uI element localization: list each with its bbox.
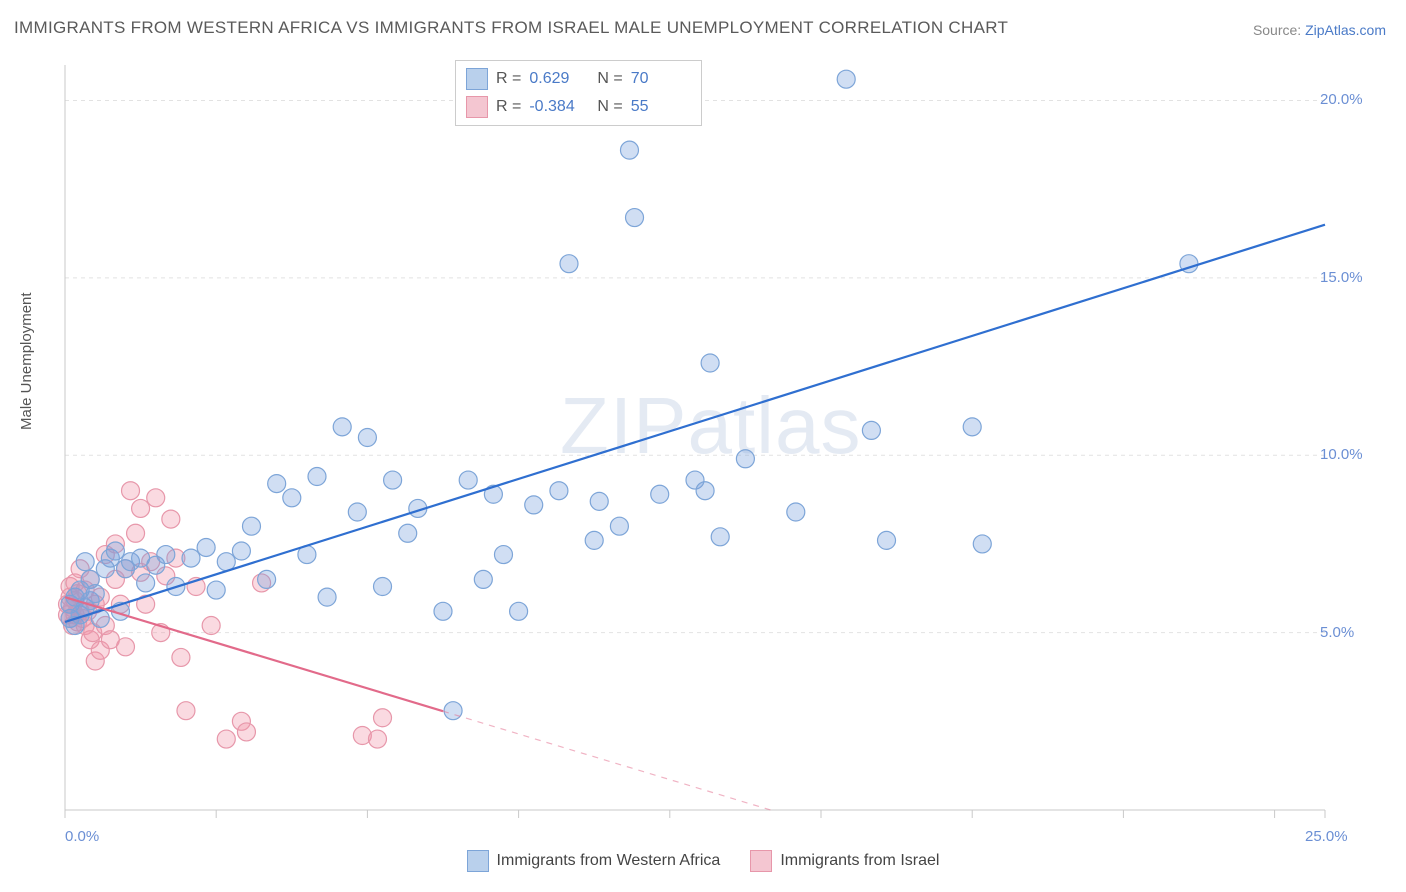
n-label: N =: [597, 70, 622, 88]
y-tick-label: 20.0%: [1320, 91, 1363, 108]
source-attribution: Source: ZipAtlas.com: [1253, 22, 1386, 38]
chart-svg: [55, 55, 1385, 835]
n-value-2: 55: [631, 98, 691, 116]
y-tick-label: 10.0%: [1320, 446, 1363, 463]
swatch-series-2: [750, 850, 772, 872]
r-label: R =: [496, 98, 521, 116]
legend-row-series-2: R = -0.384 N = 55: [466, 93, 691, 121]
bottom-legend: Immigrants from Western Africa Immigrant…: [0, 850, 1406, 872]
chart-container: IMMIGRANTS FROM WESTERN AFRICA VS IMMIGR…: [0, 0, 1406, 892]
series-2-name: Immigrants from Israel: [780, 852, 939, 870]
swatch-series-2: [466, 96, 488, 118]
y-axis-label: Male Unemployment: [18, 292, 35, 430]
n-value-1: 70: [631, 70, 691, 88]
bottom-legend-item-1: Immigrants from Western Africa: [467, 850, 721, 872]
r-value-2: -0.384: [529, 98, 589, 116]
y-tick-label: 15.0%: [1320, 269, 1363, 286]
y-tick-label: 5.0%: [1320, 624, 1354, 641]
chart-title: IMMIGRANTS FROM WESTERN AFRICA VS IMMIGR…: [14, 18, 1008, 38]
x-tick-label: 0.0%: [65, 828, 99, 845]
chart-plot-area: [55, 55, 1385, 835]
swatch-series-1: [467, 850, 489, 872]
swatch-series-1: [466, 68, 488, 90]
r-value-1: 0.629: [529, 70, 589, 88]
source-prefix: Source:: [1253, 22, 1305, 38]
n-label: N =: [597, 98, 622, 116]
source-link[interactable]: ZipAtlas.com: [1305, 22, 1386, 38]
r-label: R =: [496, 70, 521, 88]
series-1-name: Immigrants from Western Africa: [497, 852, 721, 870]
legend-row-series-1: R = 0.629 N = 70: [466, 65, 691, 93]
correlation-legend: R = 0.629 N = 70 R = -0.384 N = 55: [455, 60, 702, 126]
x-tick-label: 25.0%: [1305, 828, 1348, 845]
bottom-legend-item-2: Immigrants from Israel: [750, 850, 939, 872]
